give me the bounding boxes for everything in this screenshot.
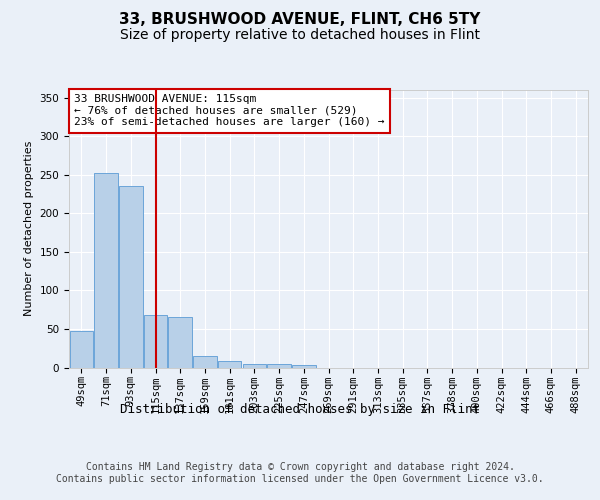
Bar [193, 356, 217, 368]
Bar [94, 174, 118, 368]
Bar [169, 318, 192, 368]
Y-axis label: Number of detached properties: Number of detached properties [24, 141, 34, 316]
Bar [218, 360, 241, 368]
Text: 33 BRUSHWOOD AVENUE: 115sqm
← 76% of detached houses are smaller (529)
23% of se: 33 BRUSHWOOD AVENUE: 115sqm ← 76% of det… [74, 94, 385, 128]
Bar [144, 315, 167, 368]
Text: Contains HM Land Registry data © Crown copyright and database right 2024.
Contai: Contains HM Land Registry data © Crown c… [56, 462, 544, 484]
Text: Distribution of detached houses by size in Flint: Distribution of detached houses by size … [120, 402, 480, 415]
Text: Size of property relative to detached houses in Flint: Size of property relative to detached ho… [120, 28, 480, 42]
Bar [242, 364, 266, 368]
Text: 33, BRUSHWOOD AVENUE, FLINT, CH6 5TY: 33, BRUSHWOOD AVENUE, FLINT, CH6 5TY [119, 12, 481, 28]
Bar [119, 186, 143, 368]
Bar [70, 330, 93, 368]
Bar [292, 365, 316, 368]
Bar [268, 364, 291, 368]
